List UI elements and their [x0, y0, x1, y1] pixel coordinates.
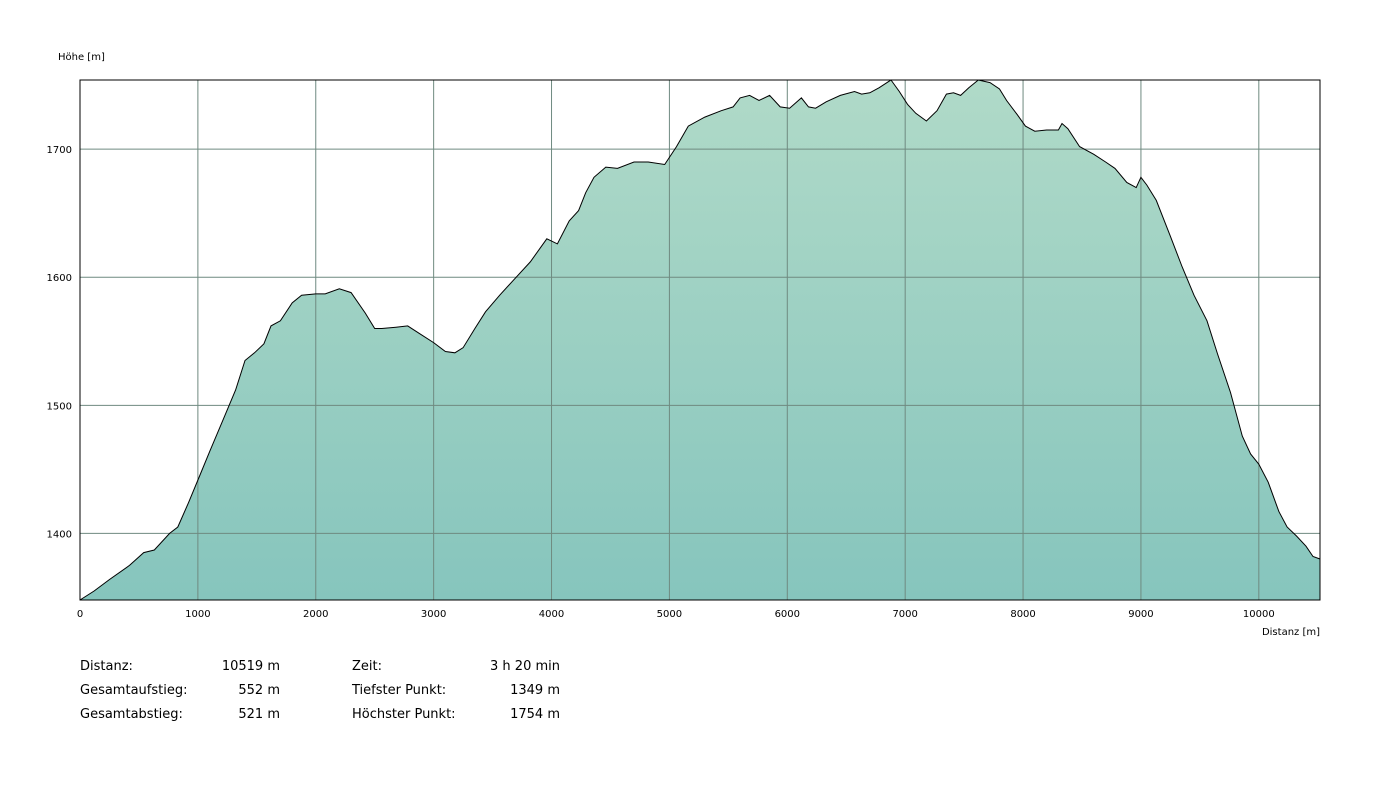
stat-time-value: 3 h 20 min — [490, 659, 560, 674]
x-tick-label: 4000 — [539, 609, 564, 620]
y-axis-label: Höhe [m] — [58, 52, 105, 63]
plot-frame — [79, 79, 1321, 601]
x-tick-label: 2000 — [303, 609, 328, 620]
stat-descent-label: Gesamtabstieg: — [80, 707, 183, 722]
axis-ticks: 0 1000 2000 3000 4000 5000 6000 7000 8000 9000 100… — [47, 145, 1275, 620]
x-tick-label: 10000 — [1243, 609, 1275, 620]
stat-time-label: Zeit: — [352, 659, 382, 674]
x-tick-label: 9000 — [1128, 609, 1153, 620]
x-tick-label: 5000 — [657, 609, 682, 620]
y-tick-label: 1700 — [47, 145, 72, 156]
elevation-profile-chart: 0 1000 2000 3000 4000 5000 6000 7000 8000 9000 100… — [47, 52, 1321, 638]
x-tick-label: 1000 — [185, 609, 210, 620]
stat-highest-value: 1754 m — [510, 707, 560, 722]
x-tick-label: 3000 — [421, 609, 446, 620]
y-tick-label: 1500 — [47, 401, 72, 412]
elevation-area — [80, 80, 1320, 600]
stat-lowest-label: Tiefster Punkt: — [352, 683, 447, 698]
stat-ascent-value: 552 m — [238, 683, 280, 698]
y-tick-label: 1600 — [47, 273, 72, 284]
y-tick-label: 1400 — [47, 529, 72, 540]
stat-ascent-label: Gesamtaufstieg: — [80, 683, 188, 698]
stat-lowest-value: 1349 m — [510, 683, 560, 698]
stat-descent-value: 521 m — [238, 707, 280, 722]
stat-distance-value: 10519 m — [221, 659, 280, 674]
stat-distance-label: Distanz: — [80, 659, 133, 674]
elevation-line — [79, 79, 1321, 601]
grid — [80, 80, 1320, 600]
x-tick-label: 6000 — [775, 609, 800, 620]
x-tick-label: 0 — [77, 609, 83, 620]
x-tick-label: 8000 — [1010, 609, 1035, 620]
x-tick-label: 7000 — [892, 609, 917, 620]
x-axis-label: Distanz [m] — [1262, 627, 1320, 638]
stat-highest-label: Höchster Punkt: — [352, 707, 456, 722]
